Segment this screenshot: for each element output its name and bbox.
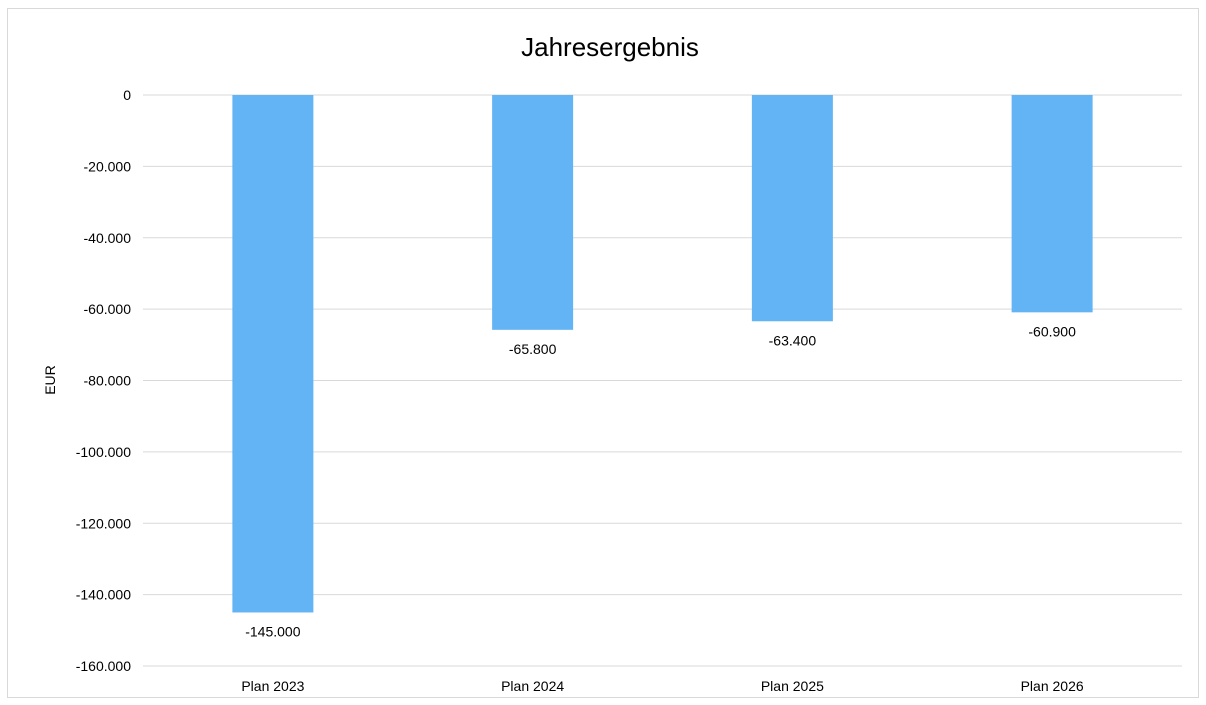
y-tick-labels: 0 -20.000 -40.000 -60.000 -80.000 -100.000 -12…: [76, 87, 131, 674]
bars: [232, 95, 1093, 613]
y-tick-label: -100.000: [76, 444, 131, 460]
y-tick-label: -120.000: [76, 515, 131, 531]
y-axis-label: EUR: [42, 365, 58, 395]
data-labels: -145.000 -65.800 -63.400 -60.900: [245, 323, 1076, 639]
y-tick-label: -20.000: [84, 158, 132, 174]
x-tick-labels: Plan 2023 Plan 2024 Plan 2025 Plan 2026: [241, 678, 1084, 694]
bar: [751, 95, 833, 322]
x-tick-label: Plan 2024: [501, 678, 564, 694]
x-tick-label: Plan 2026: [1021, 678, 1084, 694]
bar: [492, 95, 574, 330]
x-tick-label: Plan 2025: [761, 678, 824, 694]
data-label: -145.000: [245, 623, 300, 639]
bar: [232, 95, 314, 613]
gridlines: [143, 94, 1182, 667]
data-label: -63.400: [769, 332, 817, 348]
y-tick-label: -60.000: [84, 301, 132, 317]
bar: [1011, 95, 1093, 313]
y-tick-label: -160.000: [76, 658, 131, 674]
x-tick-label: Plan 2023: [241, 678, 304, 694]
data-label: -65.800: [509, 341, 557, 357]
y-tick-label: -140.000: [76, 587, 131, 603]
chart-title: Jahresergebnis: [521, 32, 699, 62]
data-label: -60.900: [1028, 323, 1076, 339]
chart-frame: [7, 8, 1199, 698]
y-tick-label: -80.000: [84, 373, 132, 389]
y-tick-label: 0: [123, 87, 131, 103]
y-tick-label: -40.000: [84, 230, 132, 246]
